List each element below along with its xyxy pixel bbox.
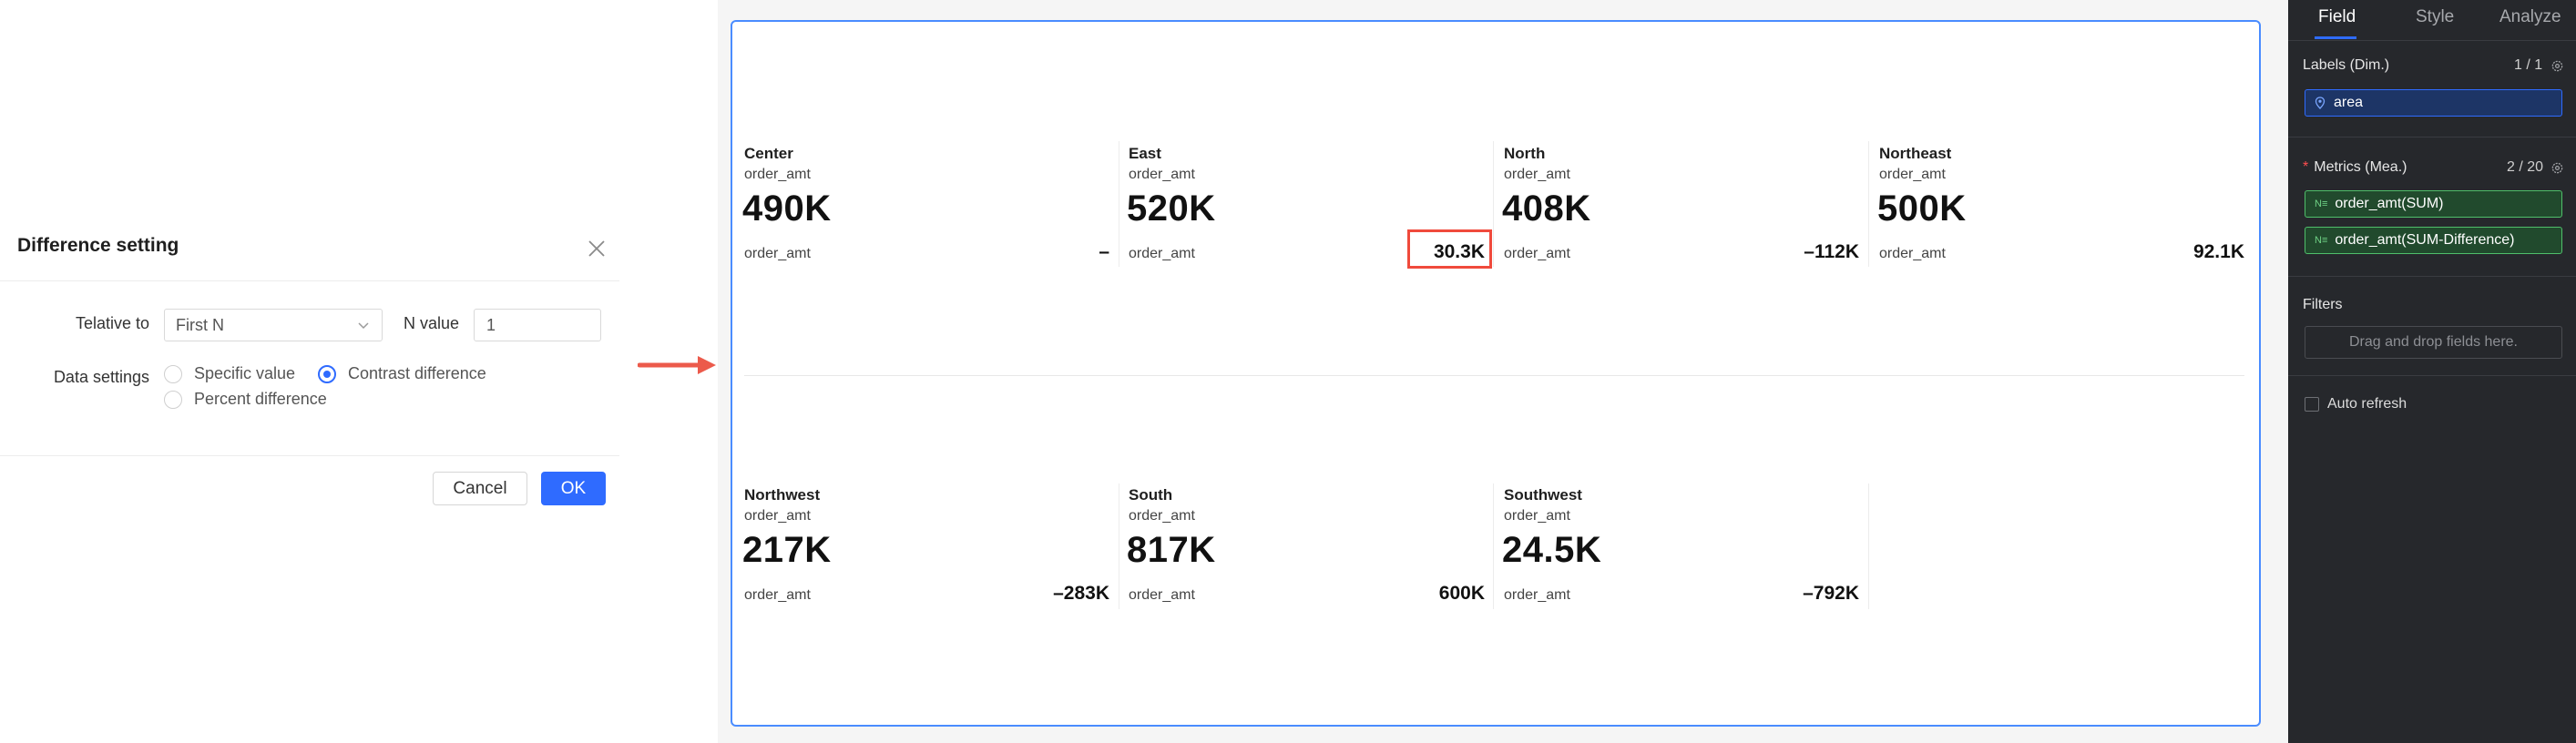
metric-value: 24.5K xyxy=(1502,530,1602,570)
labels-section-title: Labels (Dim.) xyxy=(2303,57,2390,73)
relative-to-label: Telative to xyxy=(75,314,149,332)
metric-label: order_amt xyxy=(1504,508,1570,524)
metric-value: 520K xyxy=(1127,188,1216,229)
compare-label: order_amt xyxy=(744,246,811,261)
radio-dot xyxy=(164,390,182,409)
auto-refresh-checkbox[interactable] xyxy=(2305,397,2319,412)
measure-field-label: order_amt(SUM-Difference) xyxy=(2335,232,2515,248)
auto-refresh-label: Auto refresh xyxy=(2327,396,2407,412)
filters-dropzone[interactable]: Drag and drop fields here. xyxy=(2305,326,2562,359)
region-name: Northeast xyxy=(1879,145,1952,162)
metric-value: 817K xyxy=(1127,530,1216,570)
section-divider xyxy=(2288,276,2576,277)
dimension-field-area[interactable]: area xyxy=(2305,89,2562,117)
column-divider xyxy=(1868,141,1869,267)
metric-label: order_amt xyxy=(1504,167,1570,182)
radio-label: Percent difference xyxy=(194,390,327,408)
metric-value: 217K xyxy=(742,530,832,570)
compare-label: order_amt xyxy=(1129,587,1195,603)
difference-value: – xyxy=(1099,241,1109,262)
section-divider xyxy=(2288,375,2576,376)
metric-value: 490K xyxy=(742,188,832,229)
compare-label: order_amt xyxy=(1879,246,1946,261)
radio-label: Specific value xyxy=(194,364,296,382)
n-value-label: N value xyxy=(403,314,459,332)
ok-button[interactable]: OK xyxy=(541,472,606,505)
difference-value: 600K xyxy=(1438,583,1485,604)
metric-value: 408K xyxy=(1502,188,1591,229)
difference-value: –112K xyxy=(1804,241,1859,262)
metric-label: order_amt xyxy=(744,508,811,524)
radio-dot-checked xyxy=(318,364,336,383)
labels-count: 1 / 1 xyxy=(2514,57,2543,73)
column-divider xyxy=(1493,141,1494,267)
number-type-icon: N≡ xyxy=(2315,235,2328,246)
radio-dot xyxy=(164,364,182,383)
row-divider xyxy=(744,375,2244,376)
highlight-box xyxy=(1407,229,1492,269)
location-pin-icon xyxy=(2315,97,2326,109)
metric-label: order_amt xyxy=(744,167,811,182)
measure-field-label: order_amt(SUM) xyxy=(2335,196,2444,211)
number-type-icon: N≡ xyxy=(2315,198,2328,209)
relative-to-value: First N xyxy=(176,316,224,334)
metric-value: 500K xyxy=(1877,188,1967,229)
measure-field-sum-difference[interactable]: N≡ order_amt(SUM-Difference) xyxy=(2305,227,2562,254)
region-name: Northwest xyxy=(744,486,821,504)
difference-value: –792K xyxy=(1803,583,1859,604)
radio-percent-difference[interactable]: Percent difference xyxy=(164,390,327,409)
compare-label: order_amt xyxy=(744,587,811,603)
dialog-header-divider xyxy=(0,280,619,281)
tabs-divider xyxy=(2288,40,2576,41)
difference-value: 30.3K xyxy=(1433,241,1485,262)
difference-value: –283K xyxy=(1053,583,1109,604)
relative-to-select[interactable]: First N xyxy=(164,309,383,341)
tab-analyze[interactable]: Analyze xyxy=(2499,7,2561,26)
dialog-footer-divider xyxy=(0,455,619,456)
filters-section-title: Filters xyxy=(2303,297,2343,312)
tab-style[interactable]: Style xyxy=(2416,7,2455,26)
radio-label: Contrast difference xyxy=(348,364,486,382)
n-value-input[interactable]: 1 xyxy=(474,309,601,341)
difference-setting-dialog xyxy=(0,211,619,512)
difference-value: 92.1K xyxy=(2193,241,2244,262)
metric-label: order_amt xyxy=(1879,167,1946,182)
column-divider xyxy=(1868,483,1869,609)
measure-field-sum[interactable]: N≡ order_amt(SUM) xyxy=(2305,190,2562,218)
metrics-count: 2 / 20 xyxy=(2507,159,2544,175)
dimension-field-label: area xyxy=(2334,95,2364,110)
region-name: Southwest xyxy=(1504,486,1582,504)
data-settings-label: Data settings xyxy=(53,368,149,386)
properties-panel xyxy=(2288,0,2576,743)
metrics-section-title: * Metrics (Mea.) xyxy=(2303,159,2407,176)
metric-label: order_amt xyxy=(1129,508,1195,524)
column-divider xyxy=(1493,483,1494,609)
radio-specific-value[interactable]: Specific value xyxy=(164,364,295,383)
dialog-title: Difference setting xyxy=(17,235,179,256)
metrics-title-text: Metrics (Mea.) xyxy=(2314,159,2407,175)
active-tab-indicator xyxy=(2315,36,2356,39)
compare-label: order_amt xyxy=(1504,246,1570,261)
compare-label: order_amt xyxy=(1129,246,1195,261)
cancel-button[interactable]: Cancel xyxy=(433,472,527,505)
chevron-down-icon xyxy=(358,322,369,330)
region-name: North xyxy=(1504,145,1546,162)
gear-icon[interactable] xyxy=(2550,161,2564,175)
radio-contrast-difference[interactable]: Contrast difference xyxy=(318,364,486,383)
arrow-right-icon xyxy=(638,356,716,374)
required-asterisk: * xyxy=(2303,159,2309,175)
close-icon[interactable] xyxy=(585,237,608,260)
metric-label: order_amt xyxy=(1129,167,1195,182)
compare-label: order_amt xyxy=(1504,587,1570,603)
region-name: East xyxy=(1129,145,1161,162)
region-name: Center xyxy=(744,145,793,162)
tab-field[interactable]: Field xyxy=(2318,7,2356,26)
kpi-card-chart[interactable] xyxy=(731,20,2261,727)
region-name: South xyxy=(1129,486,1173,504)
gear-icon[interactable] xyxy=(2550,59,2564,73)
